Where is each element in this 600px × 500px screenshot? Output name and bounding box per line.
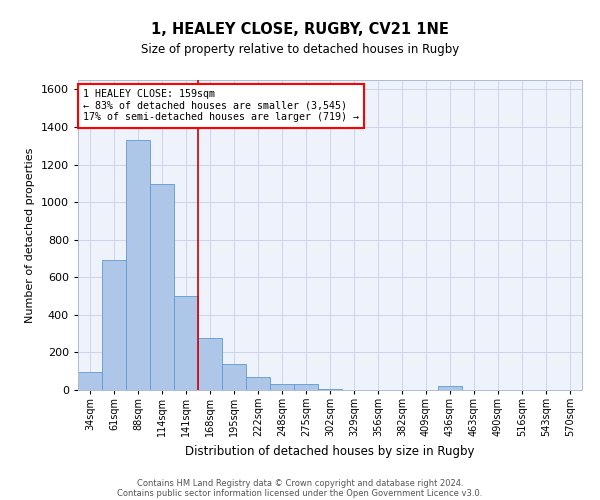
Bar (270, 384, 294, 390)
Text: 1, HEALEY CLOSE, RUGBY, CV21 1NE: 1, HEALEY CLOSE, RUGBY, CV21 1NE (151, 22, 449, 38)
Bar (198, 338, 222, 390)
Text: Contains public sector information licensed under the Open Government Licence v3: Contains public sector information licen… (118, 488, 482, 498)
Bar (438, 386, 462, 390)
Text: Size of property relative to detached houses in Rugby: Size of property relative to detached ho… (141, 42, 459, 56)
Bar (102, 260, 126, 390)
Text: Contains HM Land Registry data © Crown copyright and database right 2024.: Contains HM Land Registry data © Crown c… (137, 478, 463, 488)
Bar (222, 364, 246, 390)
Bar (150, 184, 174, 390)
Bar (318, 389, 342, 390)
Bar (78, 372, 102, 390)
Bar (174, 296, 198, 390)
Bar (246, 377, 270, 390)
Y-axis label: Number of detached properties: Number of detached properties (25, 148, 35, 322)
Text: 1 HEALEY CLOSE: 159sqm
← 83% of detached houses are smaller (3,545)
17% of semi-: 1 HEALEY CLOSE: 159sqm ← 83% of detached… (83, 90, 359, 122)
Bar (126, 140, 150, 390)
Bar (294, 384, 318, 390)
X-axis label: Distribution of detached houses by size in Rugby: Distribution of detached houses by size … (185, 445, 475, 458)
